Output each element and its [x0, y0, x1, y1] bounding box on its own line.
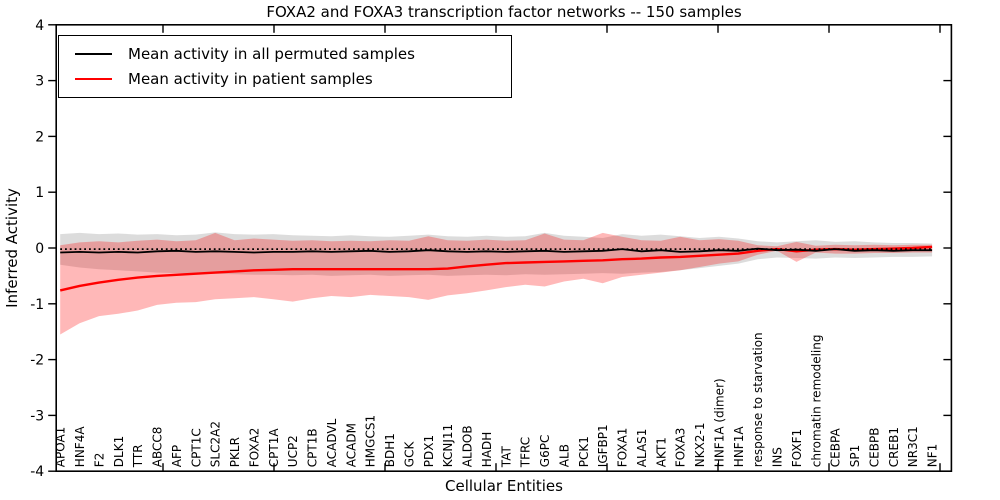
x-category-label: F2 [93, 453, 107, 468]
x-category-label: CPT1C [189, 428, 203, 467]
x-category-label: chromatin remodeling [809, 334, 823, 467]
x-category-label: CEBPA [829, 428, 843, 468]
x-category-label: ALAS1 [635, 429, 649, 468]
x-category-label: AKT1 [654, 437, 668, 467]
x-category-label: HNF1A [732, 426, 746, 468]
legend-item: Mean activity in patient samples [67, 70, 503, 88]
x-axis-label: Cellular Entities [445, 477, 563, 495]
x-category-label: BDH1 [383, 433, 397, 467]
patient-band [60, 232, 933, 335]
y-tick-label: -3 [30, 408, 44, 424]
y-tick-label: -1 [30, 297, 44, 313]
y-tick-label: 1 [35, 185, 44, 201]
x-category-label: HNF1A (dimer) [713, 378, 727, 467]
x-category-label: response to starvation [751, 332, 765, 467]
x-category-label: ALB [558, 444, 572, 467]
legend-item: Mean activity in all permuted samples [67, 45, 503, 63]
y-tick-label: 2 [35, 129, 44, 145]
legend-line-swatch [75, 78, 112, 80]
x-category-label: PCK1 [577, 436, 591, 467]
x-category-label: UCP2 [286, 435, 300, 467]
x-category-label: ACADM [344, 423, 358, 467]
permuted-band [60, 232, 933, 276]
x-category-label: GCK [402, 441, 416, 468]
legend-item-label: Mean activity in all permuted samples [128, 45, 415, 63]
x-category-label: AFP [170, 445, 184, 467]
y-tick-label: 3 [35, 74, 44, 90]
x-category-label: FOXA1 [616, 428, 630, 468]
x-category-label: NF1 [926, 444, 940, 468]
x-category-label: CREB1 [887, 427, 901, 467]
y-tick-label: 4 [35, 18, 44, 34]
x-category-label: APOA1 [54, 427, 68, 468]
x-category-label: TAT [499, 446, 513, 469]
x-category-label: FOXA2 [247, 428, 261, 468]
legend-item-label: Mean activity in patient samples [128, 70, 373, 88]
x-category-label: HMGCS1 [364, 415, 378, 467]
x-category-label: FOXA3 [674, 428, 688, 468]
x-category-label: DLK1 [112, 436, 126, 467]
x-category-label: CPT1A [267, 428, 281, 468]
x-category-label: IGFBP1 [596, 424, 610, 467]
x-category-label: KCNJ11 [441, 424, 455, 467]
x-category-label: INS [771, 447, 785, 467]
x-category-label: FOXF1 [790, 429, 804, 467]
x-category-label: TTR [131, 444, 145, 468]
chart-title: FOXA2 and FOXA3 transcription factor net… [266, 3, 742, 21]
x-category-label: CEBPB [868, 428, 882, 468]
x-category-label: PDX1 [422, 435, 436, 467]
x-category-label: ABCC8 [151, 427, 165, 468]
legend: Mean activity in all permuted samples Mea… [58, 35, 512, 98]
x-category-label: ACADVL [325, 418, 339, 467]
x-category-label: ALDOB [461, 425, 475, 467]
x-category-label: NR3C1 [906, 426, 920, 467]
x-category-label: HADH [480, 432, 494, 468]
x-category-label: HNF4A [73, 426, 87, 468]
x-category-label: CPT1B [306, 428, 320, 467]
x-category-label: SLC2A2 [209, 421, 223, 467]
x-category-label: SP1 [848, 445, 862, 468]
x-category-label: G6PC [538, 435, 552, 468]
x-category-label: NKX2-1 [693, 423, 707, 468]
y-tick-label: 0 [35, 241, 44, 257]
y-tick-label: -2 [30, 353, 44, 369]
x-category-label: PKLR [228, 437, 242, 467]
x-category-label: TFRC [519, 437, 533, 468]
legend-line-swatch [75, 53, 112, 55]
y-tick-label: -4 [30, 464, 44, 480]
y-axis-label: Inferred Activity [3, 188, 21, 308]
